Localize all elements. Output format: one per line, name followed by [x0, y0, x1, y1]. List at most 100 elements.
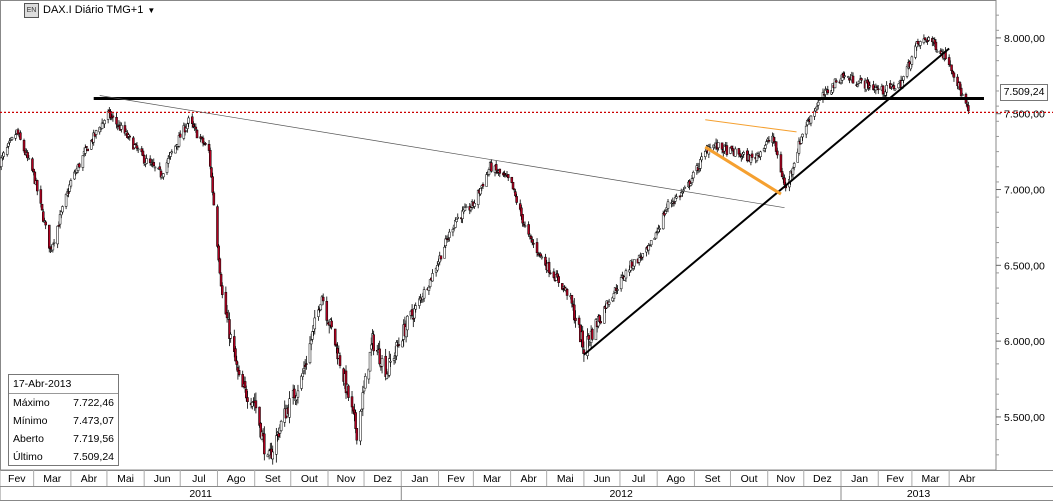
x-month-label: Jul — [632, 473, 645, 485]
candle-body — [750, 153, 754, 158]
candle-body — [192, 124, 195, 127]
candle-body — [511, 182, 515, 190]
candle-body — [81, 155, 85, 168]
candle-body — [186, 123, 189, 129]
candle-body — [360, 409, 363, 412]
x-month-label: Out — [301, 473, 318, 485]
candle-body — [224, 291, 228, 315]
candle-body — [57, 225, 61, 227]
candle-body — [211, 176, 214, 193]
candle-body — [720, 142, 724, 150]
candle-body — [8, 140, 11, 143]
candle-body — [641, 253, 645, 258]
candle-body — [308, 343, 312, 364]
candle-body — [565, 289, 569, 296]
candle-body — [288, 398, 291, 418]
candle-body — [431, 273, 434, 282]
candle-body — [19, 132, 22, 140]
candle-body — [967, 105, 970, 112]
candle-body — [67, 192, 70, 194]
candle-body — [868, 85, 872, 88]
candle-body — [681, 191, 684, 194]
candle-body — [515, 196, 518, 203]
candle-body — [536, 253, 540, 256]
candle-body — [691, 172, 695, 179]
candle-body — [765, 141, 768, 145]
candle-body — [48, 224, 51, 249]
candle-body — [557, 276, 560, 283]
candle-body — [368, 351, 372, 372]
candle-body — [293, 388, 296, 399]
candle-body — [603, 306, 606, 324]
candle-body — [881, 85, 885, 95]
info-value: 7.722,46 — [73, 397, 114, 409]
y-tick-label: 6.500,00 — [1004, 260, 1045, 272]
candle-body — [897, 83, 900, 89]
candle-body — [311, 331, 314, 340]
candle-body — [254, 400, 258, 409]
candle-body — [796, 151, 800, 163]
candle-body — [800, 136, 803, 144]
candle-body — [577, 317, 581, 325]
candle-body — [209, 149, 212, 167]
info-date: 17-Abr-2013 — [13, 378, 72, 390]
candle-body — [927, 37, 930, 41]
candle-body — [302, 368, 306, 372]
candle-body — [439, 255, 443, 260]
candle-body — [385, 373, 389, 379]
candle-body — [361, 392, 365, 410]
x-month-label: Fev — [886, 473, 904, 485]
candle-body — [136, 148, 140, 151]
candle-body — [469, 207, 473, 211]
candle-body — [190, 116, 194, 124]
y-tick-label: 7.500,00 — [1004, 109, 1045, 121]
long-downtrend-line — [99, 95, 785, 209]
x-month-label: Nov — [337, 473, 356, 485]
candle-body — [31, 158, 34, 171]
candle-body — [891, 83, 894, 86]
candle-body — [776, 150, 779, 156]
candle-body — [446, 238, 450, 240]
candle-body — [246, 397, 249, 402]
chevron-down-icon[interactable]: ▼ — [147, 5, 156, 15]
candle-body — [633, 259, 636, 267]
candle-body — [148, 158, 152, 164]
candle-body — [166, 158, 170, 164]
candle-body — [950, 64, 953, 71]
info-label: Máximo — [13, 397, 50, 409]
candle-body — [464, 206, 468, 208]
candle-body — [428, 279, 432, 287]
candle-body — [56, 225, 59, 245]
candle-body — [392, 358, 396, 361]
candle-body — [581, 330, 584, 348]
candle-body — [218, 258, 222, 274]
candle-body — [539, 253, 542, 257]
candle-body — [128, 135, 132, 138]
candle-body — [169, 152, 172, 157]
candle-body — [134, 143, 138, 146]
candle-body — [120, 125, 123, 130]
y-tick-label: 8.000,00 — [1004, 33, 1045, 45]
x-month-label: Nov — [776, 473, 795, 485]
candle-body — [961, 94, 964, 96]
candle-body — [235, 360, 238, 365]
x-month-label: Mar — [921, 473, 940, 485]
candle-body — [350, 396, 354, 408]
candle-body — [212, 192, 216, 206]
x-month-label: Abr — [81, 473, 98, 485]
candle-body — [92, 132, 95, 143]
info-row-last: Último 7.509,24 — [9, 448, 118, 466]
candle-body — [530, 239, 534, 243]
candle-body — [503, 173, 506, 175]
candle-body — [10, 137, 14, 140]
candle-body — [378, 348, 381, 365]
candle-body — [152, 162, 156, 167]
chart-title-bar[interactable]: EN DAX.I Diário TMG+1 ▼ — [24, 2, 156, 18]
candle-body — [599, 321, 602, 324]
chart-window-icon[interactable]: EN — [24, 2, 39, 18]
candle-body — [369, 344, 373, 350]
last-price-tag: 7.509,24 — [1000, 84, 1048, 101]
candle-body — [934, 41, 938, 51]
candle-body — [916, 40, 920, 45]
